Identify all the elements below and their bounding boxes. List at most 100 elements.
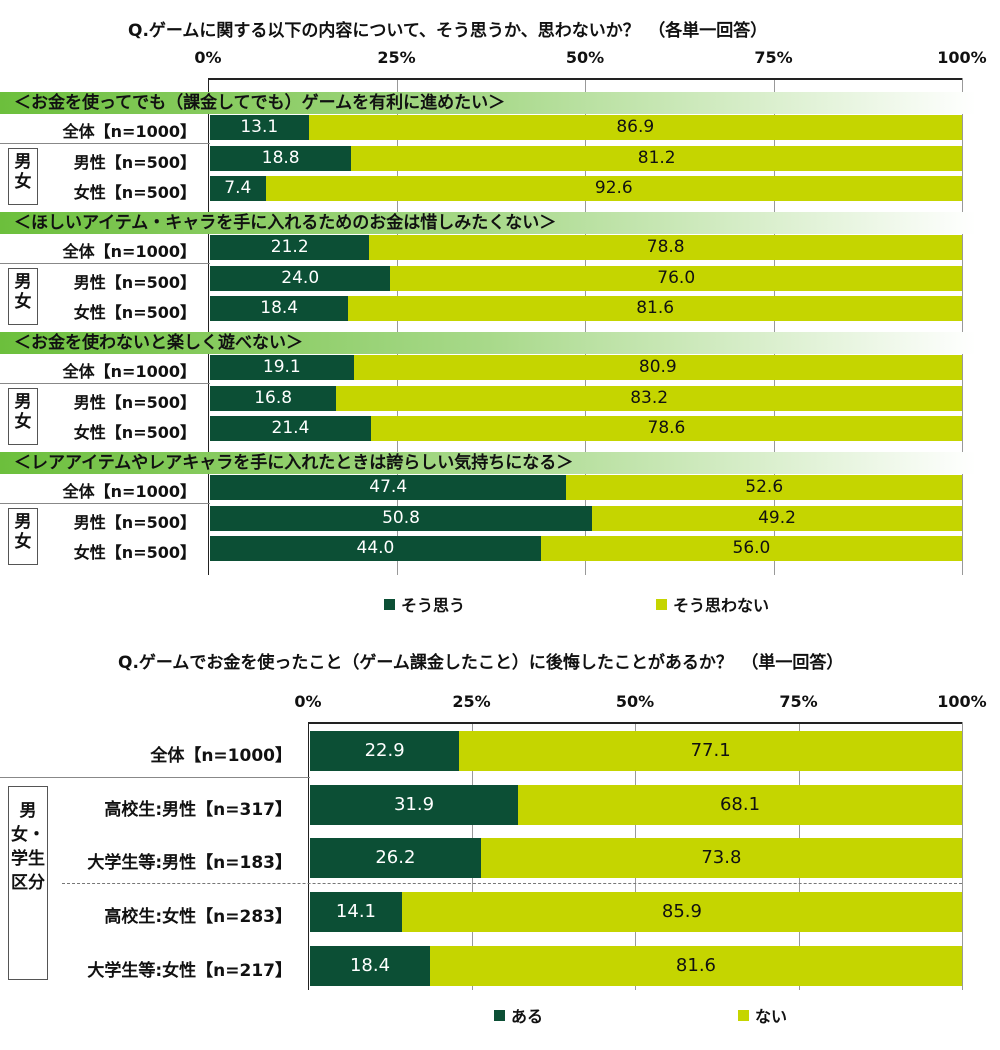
row-label: 全体【n=1000】 (150, 746, 292, 766)
bar-no (370, 416, 962, 441)
row-separator (0, 383, 210, 384)
row-label: 女性【n=500】 (73, 183, 196, 202)
legend-swatch (494, 1009, 505, 1021)
gridline (585, 78, 586, 575)
bar-no (390, 266, 962, 291)
section-header: ＜お金を使わないと楽しく遊べない＞ (0, 332, 976, 354)
axis-line (208, 78, 962, 80)
value-label-no: 52.6 (745, 477, 784, 497)
bar-no (480, 838, 962, 878)
tick-label: 0% (194, 48, 222, 67)
legend-label: ある (511, 1007, 544, 1026)
bar-no (353, 355, 962, 380)
value-label-yes: 21.2 (270, 237, 309, 257)
bar-yes (210, 146, 352, 171)
value-label-no: 83.2 (630, 388, 669, 408)
bar-yes (210, 266, 391, 291)
gridline (962, 722, 963, 990)
value-label-yes: 31.9 (393, 794, 435, 815)
row-separator (0, 143, 210, 144)
row-label: 女性【n=500】 (73, 303, 196, 322)
legend-label: そう思う (401, 596, 466, 615)
gridline (208, 78, 209, 575)
value-label-yes: 18.8 (261, 148, 300, 168)
axis-line (308, 722, 962, 724)
bar-no (369, 235, 962, 260)
value-label-no: 81.2 (637, 148, 676, 168)
value-label-yes: 16.8 (254, 388, 293, 408)
tick-label: 50% (565, 48, 605, 67)
group-separator (62, 883, 962, 885)
tick-label: 100% (937, 692, 987, 711)
value-label-yes: 14.1 (335, 901, 376, 922)
value-label-no: 81.6 (675, 955, 716, 976)
row-label: 全体【n=1000】 (62, 362, 196, 381)
bar-no (336, 386, 962, 411)
bar-yes (210, 176, 266, 201)
value-label-no: 76.0 (657, 268, 696, 288)
bar-yes (310, 892, 402, 932)
gridline (773, 78, 775, 575)
group-label: 男女・学生区分 (8, 786, 48, 980)
bar-yes (210, 355, 354, 380)
tick-label: 100% (937, 48, 987, 67)
value-label-yes: 13.1 (240, 117, 279, 137)
tick-label: 75% (779, 692, 818, 711)
bar-no (592, 506, 962, 531)
bar-yes (210, 296, 349, 321)
value-label-no: 56.0 (732, 538, 771, 558)
tick-label: 50% (615, 692, 655, 711)
value-label-no: 77.1 (690, 740, 731, 761)
bar-no (401, 892, 962, 932)
value-label-yes: 18.4 (349, 955, 391, 976)
chart-title: Q.ゲームに関する以下の内容について、そう思うか、思わないか？ （各単一回答） (128, 21, 768, 41)
legend-swatch (384, 598, 395, 610)
group-label: 男女 (8, 388, 38, 445)
value-label-no: 68.1 (719, 794, 761, 815)
value-label-yes: 44.0 (356, 538, 395, 558)
bar-no (540, 536, 962, 561)
bar-no (308, 115, 962, 140)
value-label-yes: 24.0 (281, 268, 320, 288)
row-label: 女性【n=500】 (73, 543, 196, 562)
bar-yes (210, 235, 370, 260)
value-label-yes: 7.4 (224, 178, 252, 198)
bar-yes (210, 536, 541, 561)
row-label: 全体【n=1000】 (62, 122, 196, 141)
value-label-no: 78.6 (647, 418, 686, 438)
row-label: 女性【n=500】 (73, 423, 196, 442)
bar-yes (310, 731, 460, 771)
group-label: 男女 (8, 508, 38, 565)
legend-label: ない (755, 1007, 788, 1026)
section-header: ＜ほしいアイテム・キャラを手に入れるためのお金は惜しみたくない＞ (0, 212, 976, 234)
value-label-no: 81.6 (636, 298, 675, 318)
value-label-no: 73.8 (701, 847, 742, 868)
row-label: 全体【n=1000】 (62, 242, 196, 261)
bar-no (351, 146, 962, 171)
bar-no (265, 176, 962, 201)
value-label-no: 85.9 (661, 901, 702, 922)
bar-no (429, 946, 962, 986)
bar-yes (210, 115, 309, 140)
bar-no (348, 296, 962, 321)
row-label: 高校生:女性【n=283】 (104, 907, 292, 927)
row-label: 男性【n=500】 (73, 393, 196, 412)
bar-yes (210, 475, 567, 500)
legend-swatch (656, 598, 667, 610)
value-label-yes: 26.2 (375, 847, 416, 868)
group-label: 男女 (8, 268, 38, 325)
section-header: ＜レアアイテムやレアキャラを手に入れたときは誇らしい気持ちになる＞ (0, 452, 976, 474)
bar-no (459, 731, 962, 771)
bar-yes (210, 416, 371, 441)
value-label-no: 86.9 (616, 117, 655, 137)
legend-label: そう思わない (673, 596, 770, 615)
legend-item: ない (738, 1003, 787, 1027)
gridline (308, 722, 309, 990)
row-label: 男性【n=500】 (73, 153, 196, 172)
bar-yes (210, 386, 337, 411)
tick-label: 75% (754, 48, 793, 67)
value-label-no: 80.9 (638, 357, 677, 377)
tick-label: 25% (377, 48, 416, 67)
row-label: 男性【n=500】 (73, 513, 196, 532)
row-label: 高校生:男性【n=317】 (104, 800, 292, 820)
